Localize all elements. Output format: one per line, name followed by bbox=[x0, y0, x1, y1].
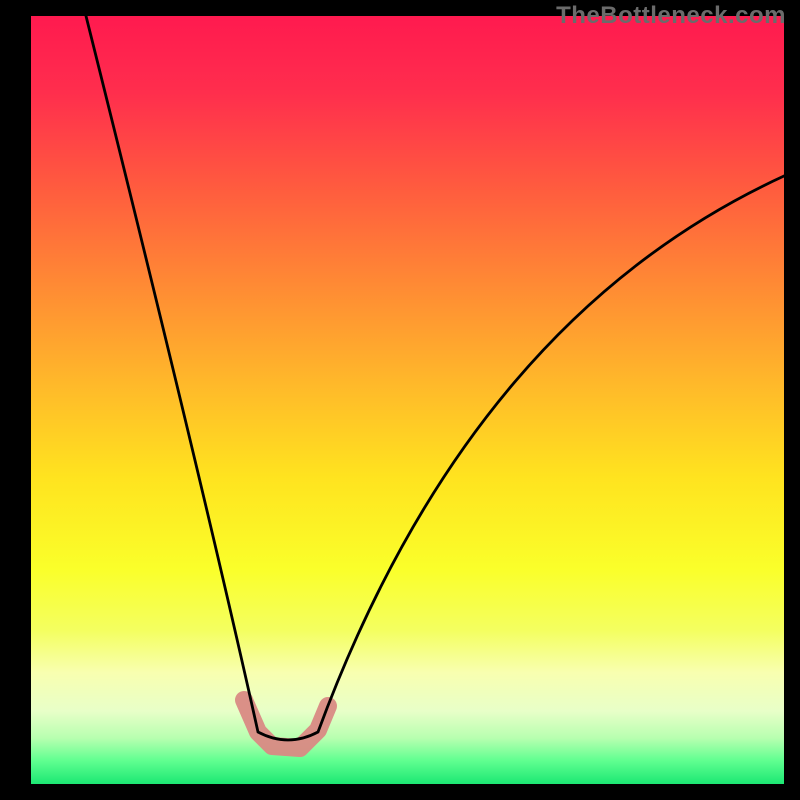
gradient-panel bbox=[31, 16, 784, 784]
chart-svg bbox=[0, 0, 800, 800]
watermark-text: TheBottleneck.com bbox=[556, 2, 786, 30]
stage: TheBottleneck.com bbox=[0, 0, 800, 800]
